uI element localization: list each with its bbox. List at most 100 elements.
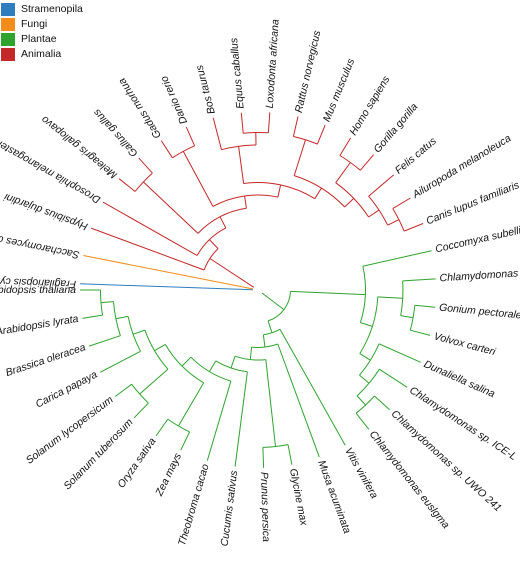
- tree-leaf-branch: [240, 112, 244, 134]
- tree-branch: [290, 290, 366, 296]
- leaf-label: Musa acuminata: [315, 459, 353, 536]
- tree-branch: [244, 195, 247, 209]
- tree-leaf-branch: [339, 137, 352, 156]
- tree-leaf-branch: [102, 201, 198, 256]
- legend-item-plantae: Plantae: [1, 32, 105, 46]
- tree-branch-arc: [190, 356, 232, 382]
- tree-branch: [249, 347, 253, 360]
- tree-branch-arc: [359, 266, 366, 323]
- tree-branch-arc: [196, 227, 227, 256]
- tree-branch: [100, 301, 114, 304]
- tree-branch-arc: [203, 248, 219, 271]
- tree-leaf-branch: [410, 329, 431, 336]
- tree-leaf-branch: [362, 250, 432, 267]
- tree-branch: [209, 239, 219, 249]
- leaf-label: Brassica oleracea: [4, 341, 87, 379]
- leaf-label: Danio rerio: [158, 74, 190, 126]
- leaf-label: Vitis vinifera: [342, 446, 380, 501]
- tree-leaf-branch: [118, 178, 136, 192]
- tree-leaf-branch: [99, 350, 141, 373]
- tree-leaf-branch: [212, 117, 222, 150]
- leaf-label: Loxodonta africana: [264, 19, 282, 109]
- tree-branch-arc: [335, 182, 370, 218]
- tree-branch-arc: [243, 182, 316, 200]
- tree-leaf-branch: [267, 112, 271, 133]
- legend-item-stramenopila: Stramenopila: [1, 2, 105, 16]
- tree-leaf-branch: [403, 223, 424, 232]
- leaf-label: Arabidopsis thaliana: [0, 284, 76, 296]
- tree-branch: [335, 162, 351, 183]
- tree-leaf-branch: [206, 380, 232, 461]
- tree-branch-arc: [234, 355, 266, 361]
- legend-swatch: [1, 17, 15, 31]
- tree-branch-arc: [164, 344, 204, 384]
- tree-branch: [115, 315, 129, 320]
- tree-leaf-branch: [180, 431, 191, 451]
- leaf-label: Gadus morhua: [116, 76, 164, 141]
- leaf-label: Cucumis sativus: [219, 469, 241, 547]
- leaf-label: Arabidopsis lyrata: [0, 313, 79, 338]
- tree-leaf-branch: [368, 174, 395, 197]
- leaf-label: Dunaliella salina: [422, 358, 497, 400]
- tree-branch: [377, 296, 403, 299]
- tree-branch: [314, 187, 322, 199]
- leaf-label: Felis catus: [393, 135, 440, 177]
- tree-leaf-branch: [392, 197, 411, 210]
- tree-leaf-branch: [138, 157, 153, 174]
- legend-swatch: [1, 47, 15, 61]
- tree-branch: [219, 216, 227, 229]
- leaf-label: Gallus gallus: [91, 106, 141, 159]
- tree-branch: [267, 320, 273, 333]
- legend-swatch: [1, 32, 15, 46]
- leaf-label: Chlamydomonas sp. UWO 241: [389, 408, 504, 514]
- leaf-label: Rattus norvegicus: [293, 29, 324, 114]
- tree-branch: [262, 334, 266, 348]
- tree-branch: [143, 181, 199, 234]
- leaf-label: Oryza sativa: [115, 436, 158, 491]
- tree-leaf-branch: [287, 444, 293, 465]
- legend-label: Fungi: [21, 18, 48, 30]
- leaf-label: Bos taurus: [193, 63, 217, 115]
- leaf-label: Fragilariopsis cylindrus: [0, 274, 76, 290]
- tree-branch-arc: [294, 175, 346, 208]
- tree-branch: [178, 382, 205, 427]
- tree-leaf-branch: [83, 255, 254, 290]
- tree-leaf-branch: [82, 314, 103, 319]
- legend-item-animalia: Animalia: [1, 47, 105, 61]
- tree-branch: [360, 322, 373, 327]
- tree-leaf-branch: [155, 418, 169, 437]
- leaf-label: Theobroma cacao: [176, 462, 212, 547]
- tree-branch: [230, 356, 236, 369]
- tree-branch-arc: [212, 194, 279, 207]
- leaf-label: Gonium pectorale: [439, 302, 520, 322]
- tree-leaf-branch: [185, 126, 196, 147]
- tree-branch: [356, 395, 366, 406]
- tree-leaf-branch: [292, 116, 299, 137]
- tree-leaf-branch: [115, 383, 132, 397]
- legend-label: Animalia: [21, 48, 62, 60]
- leaf-label: Chlamydomonas sp. ICE-L: [407, 384, 519, 463]
- tree-branch: [154, 343, 166, 352]
- tree-leaf-branch: [414, 304, 436, 308]
- tree-branch: [181, 356, 192, 367]
- tree-branch: [261, 292, 285, 310]
- tree-branch: [293, 139, 306, 176]
- tree-leaf-branch: [262, 447, 265, 468]
- legend-label: Plantae: [21, 33, 57, 45]
- leaf-label: Prunus persica: [258, 472, 272, 543]
- tree-branch: [132, 329, 146, 335]
- leaf-label: Chlamydomonas euslgma: [367, 429, 452, 532]
- tree-leaf-branch: [379, 368, 408, 388]
- tree-branch-arc: [215, 360, 248, 373]
- tree-leaf-branch: [374, 395, 390, 411]
- leaf-label: Homo sapiens: [347, 73, 393, 137]
- tree-leaf-branch: [160, 140, 173, 159]
- tree-leaf-branch: [279, 328, 346, 446]
- tree-leaf-branch: [378, 343, 421, 363]
- leaf-label: Mus musculus: [321, 56, 358, 123]
- tree-branch-arc: [197, 207, 247, 234]
- leaf-label: Zea mays: [153, 451, 185, 499]
- tree-branch: [208, 360, 217, 372]
- tree-branch: [359, 374, 370, 384]
